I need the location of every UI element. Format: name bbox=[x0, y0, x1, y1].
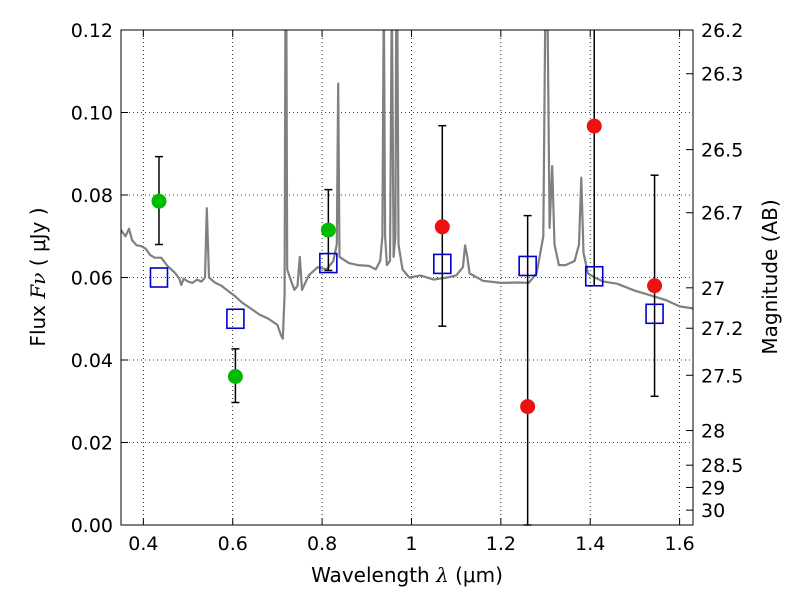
right-tick-label: 27.5 bbox=[701, 365, 743, 387]
x-tick-label: 1 bbox=[405, 533, 417, 555]
ticks: 0.4 0.6 0.8 1 1.2 1.4 1.6 0.00 0.02 0.04 0.06 0.08 0… bbox=[71, 20, 744, 555]
x-tick-label: 1.6 bbox=[664, 533, 694, 555]
right-tick-label: 26.3 bbox=[701, 64, 743, 86]
x-tick-label: 1.4 bbox=[575, 533, 605, 555]
data-point bbox=[586, 118, 602, 134]
right-axis-label: Magnitude (AB) bbox=[758, 199, 782, 354]
right-tick-label: 27.2 bbox=[701, 318, 743, 340]
model-point bbox=[645, 303, 664, 325]
data-point bbox=[320, 222, 336, 238]
model-point bbox=[518, 255, 537, 277]
spectrum-layer bbox=[121, 30, 693, 340]
y-axis-label: Flux Fν ( μJy ) bbox=[26, 207, 50, 346]
y-tick-label: 0.02 bbox=[71, 433, 113, 455]
y-tick-label: 0.04 bbox=[71, 350, 113, 372]
right-tick-label: 28 bbox=[701, 421, 725, 443]
y-tick-label: 0.00 bbox=[71, 515, 113, 537]
x-tick-label: 0.6 bbox=[218, 533, 248, 555]
right-tick-label: 26.2 bbox=[701, 20, 743, 42]
right-tick-label: 26.7 bbox=[701, 203, 743, 225]
spectrum-line bbox=[121, 30, 693, 340]
y-tick-label: 0.08 bbox=[71, 185, 113, 207]
x-tick-label: 1.2 bbox=[486, 533, 516, 555]
y-tick-label: 0.12 bbox=[71, 20, 113, 42]
x-tick-label: 0.4 bbox=[128, 533, 158, 555]
right-tick-label: 30 bbox=[701, 500, 725, 522]
y-tick-label: 0.10 bbox=[71, 103, 113, 125]
model-point bbox=[433, 253, 452, 275]
data-point bbox=[520, 399, 536, 415]
data-point bbox=[151, 193, 167, 209]
data-point bbox=[647, 278, 663, 294]
model-point bbox=[319, 252, 338, 274]
right-tick-label: 26.5 bbox=[701, 140, 743, 162]
points-layer bbox=[149, 30, 664, 526]
data-point bbox=[227, 369, 243, 384]
x-axis-label: Wavelength λ (μm) bbox=[311, 563, 503, 587]
right-tick-label: 28.5 bbox=[701, 455, 743, 477]
data-point bbox=[434, 219, 450, 235]
right-tick-label: 29 bbox=[701, 477, 725, 499]
x-tick-label: 0.8 bbox=[307, 533, 337, 555]
plot-background bbox=[121, 30, 693, 525]
model-point bbox=[149, 267, 169, 288]
y-tick-label: 0.06 bbox=[71, 268, 113, 290]
model-point bbox=[226, 308, 245, 330]
model-point bbox=[584, 265, 604, 287]
right-tick-label: 27 bbox=[701, 278, 725, 300]
